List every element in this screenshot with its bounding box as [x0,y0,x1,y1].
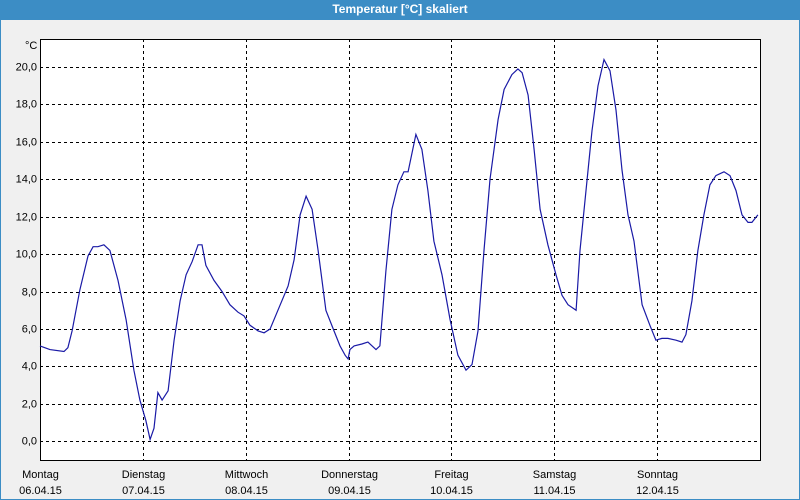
x-tick-label: Montag [22,469,59,481]
chart-title: Temperatur [°C] skaliert [332,2,467,16]
x-tick-label: Mittwoch [225,469,268,481]
x-tick-date: 06.04.15 [19,485,62,497]
x-tick-date: 12.04.15 [636,485,679,497]
y-tick-label: 2,0 [22,398,37,410]
y-tick-label: 20,0 [16,61,37,73]
x-tick-label: Sonntag [637,469,678,481]
x-tick-label: Samstag [533,469,576,481]
y-tick-label: 12,0 [16,211,37,223]
y-tick-label: 16,0 [16,136,37,148]
x-tick-label: Freitag [434,469,468,481]
plot-area [40,39,760,460]
x-tick-date: 10.04.15 [430,485,473,497]
y-tick-label: 10,0 [16,248,37,260]
y-tick-label: 4,0 [22,360,37,372]
plot-border [40,39,761,461]
y-unit: °C [25,40,37,52]
x-tick-label: Dienstag [122,469,165,481]
y-tick-label: 8,0 [22,286,37,298]
temperature-line [39,57,759,442]
title-bar [0,0,800,20]
y-tick-label: 14,0 [16,173,37,185]
x-tick-date: 07.04.15 [122,485,165,497]
y-tick-label: 6,0 [22,323,37,335]
x-tick-label: Donnerstag [321,469,378,481]
x-tick-date: 09.04.15 [328,485,371,497]
y-tick-label: 18,0 [16,98,37,110]
y-tick-label: 0,0 [22,435,37,447]
x-tick-date: 11.04.15 [533,485,575,497]
x-tick-date: 08.04.15 [225,485,268,497]
